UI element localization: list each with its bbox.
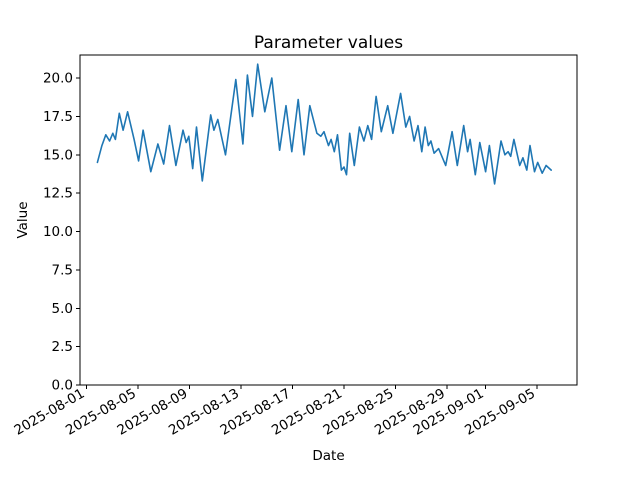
data-line-parameter-values [96,63,553,185]
y-tick-label: 15.0 [43,147,73,163]
plot-area: 0.02.55.07.510.012.515.017.520.02025-08-… [11,54,578,439]
chart-title: Parameter values [254,33,403,53]
y-tick-label: 12.5 [43,186,73,202]
y-tick-label: 7.5 [52,262,73,278]
y-tick-label: 10.0 [43,224,73,240]
y-tick-label: 5.0 [52,301,73,317]
y-tick-label: 20.0 [43,71,73,87]
y-tick-label: 17.5 [43,109,73,125]
y-tick-label: 2.5 [52,339,73,355]
y-tick-label: 0.0 [52,378,73,394]
y-axis-label: Value [15,201,31,238]
x-axis-label: Date [312,448,344,464]
axes-spines [79,54,578,386]
